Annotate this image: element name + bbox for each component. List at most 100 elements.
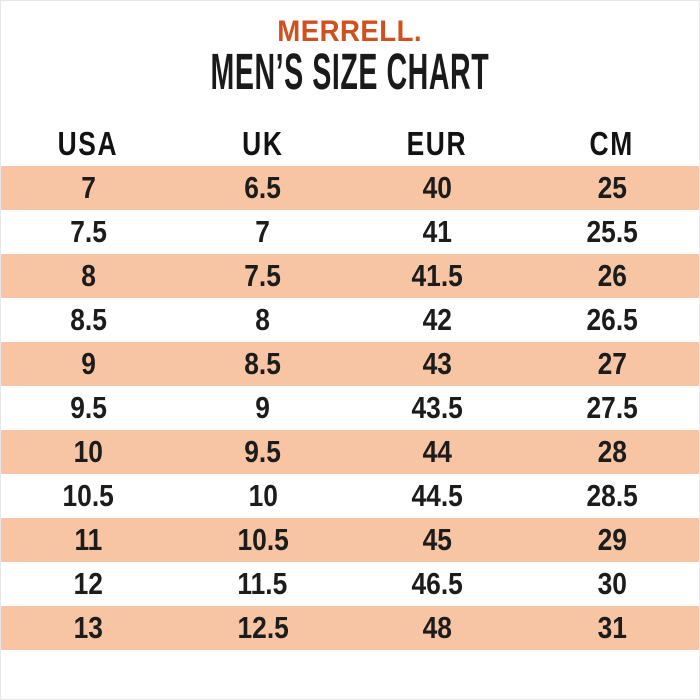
brand-logo-text: MERRELL. [277,15,423,48]
column-header-text: EUR [406,125,468,162]
size-value-text: 7 [80,170,96,205]
size-value-text: 46.5 [411,566,463,601]
table-row: 12 11.5 46.5 30 [1,562,699,606]
size-value-text: 12.5 [237,610,289,645]
size-value: 43 [350,342,525,386]
size-value: 12.5 [176,606,351,650]
size-value: 40 [350,166,525,210]
size-value: 43.5 [350,386,525,430]
size-value-text: 41 [422,214,452,249]
column-header-text: CM [589,125,634,162]
size-value-text: 7.5 [69,214,107,249]
size-value-text: 13 [73,610,103,645]
column-header-text: UK [242,125,284,162]
size-value: 45 [350,518,525,562]
table-row: 13 12.5 48 31 [1,606,699,650]
table-row: 9 8.5 43 27 [1,342,699,386]
size-value: 8 [1,254,176,298]
size-value: 27.5 [525,386,700,430]
size-value-text: 26.5 [586,302,638,337]
size-value: 9.5 [1,386,176,430]
size-value-text: 43.5 [411,390,463,425]
size-value: 6.5 [176,166,351,210]
size-value: 41 [350,210,525,254]
size-value: 26 [525,254,700,298]
size-value-text: 8.5 [244,346,282,381]
size-value: 29 [525,518,700,562]
size-value-text: 28 [597,434,627,469]
size-value-text: 45 [422,522,452,557]
size-value-text: 25.5 [586,214,638,249]
size-value-text: 10.5 [237,522,289,557]
size-value-text: 10 [73,434,103,469]
size-value-text: 40 [422,170,452,205]
size-value-text: 7.5 [244,258,282,293]
size-value: 9 [176,386,351,430]
size-value: 31 [525,606,700,650]
page-title: MEN’S SIZE CHART [210,43,490,100]
size-value: 46.5 [350,562,525,606]
table-row: 10.5 10 44.5 28.5 [1,474,699,518]
table-body: 7 6.5 40 25 7.5 7 41 25.5 8 7.5 41.5 26 8.5 8 42 26.5 9 8… [1,166,699,650]
size-value-text: 8 [80,258,96,293]
size-value: 9 [1,342,176,386]
size-table: USA UK EUR CM 7 6.5 40 25 7.5 7 41 25.5 8 7.5 41.5 26 8… [1,122,699,650]
size-value-text: 29 [597,522,627,557]
size-value-text: 8 [255,302,271,337]
size-value: 28 [525,430,700,474]
size-value: 8 [176,298,351,342]
table-row: 11 10.5 45 29 [1,518,699,562]
table-row: 7.5 7 41 25.5 [1,210,699,254]
table-row: 7 6.5 40 25 [1,166,699,210]
table-row: 9.5 9 43.5 27.5 [1,386,699,430]
size-value-text: 25 [597,170,627,205]
size-value-text: 9 [255,390,271,425]
size-value: 11.5 [176,562,351,606]
table-row: 8.5 8 42 26.5 [1,298,699,342]
size-value-text: 7 [255,214,271,249]
table-header-row: USA UK EUR CM [1,122,699,166]
size-value-text: 10 [248,478,278,513]
column-header-text: USA [57,125,119,162]
size-value: 27 [525,342,700,386]
size-value: 11 [1,518,176,562]
size-value: 44.5 [350,474,525,518]
size-value-text: 6.5 [244,170,282,205]
size-value-text: 42 [422,302,452,337]
table-row: 8 7.5 41.5 26 [1,254,699,298]
size-value: 25 [525,166,700,210]
size-value-text: 26 [597,258,627,293]
column-header: EUR [350,122,525,166]
size-value-text: 27 [597,346,627,381]
size-value: 10 [176,474,351,518]
size-value: 10.5 [176,518,351,562]
size-value-text: 12 [73,566,103,601]
size-value: 28.5 [525,474,700,518]
size-value: 26.5 [525,298,700,342]
brand-logo: MERRELL. [1,16,699,48]
page-title-wrap: MEN’S SIZE CHART [1,43,699,100]
size-value-text: 8.5 [69,302,107,337]
column-header: USA [1,122,176,166]
size-value: 8.5 [1,298,176,342]
size-value: 7 [176,210,351,254]
size-value: 30 [525,562,700,606]
size-value-text: 48 [422,610,452,645]
size-value: 8.5 [176,342,351,386]
size-value: 13 [1,606,176,650]
size-value-text: 9.5 [244,434,282,469]
column-header: CM [525,122,700,166]
size-value: 10 [1,430,176,474]
size-value-text: 41.5 [411,258,463,293]
size-value-text: 9.5 [69,390,107,425]
size-value: 7 [1,166,176,210]
size-value-text: 28.5 [586,478,638,513]
size-value: 9.5 [176,430,351,474]
size-value: 7.5 [1,210,176,254]
size-value: 41.5 [350,254,525,298]
size-value: 42 [350,298,525,342]
size-value-text: 9 [80,346,96,381]
size-value-text: 11.5 [237,566,288,601]
size-value-text: 10.5 [62,478,114,513]
